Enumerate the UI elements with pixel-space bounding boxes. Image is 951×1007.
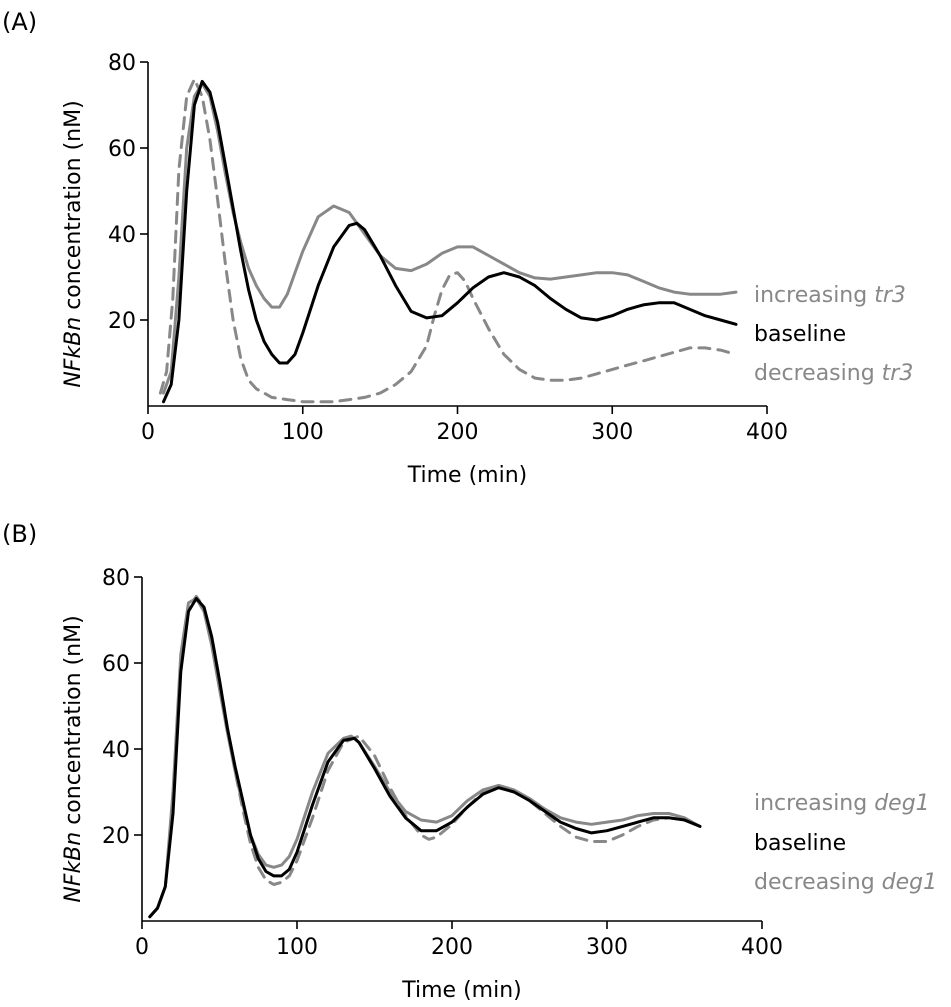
y-tick-label: 20 — [102, 824, 130, 849]
x-tick-label: 300 — [586, 935, 628, 960]
x-tick-label: 0 — [135, 935, 149, 960]
y-tick-label: 80 — [102, 566, 130, 591]
y-tick-label: 60 — [102, 652, 130, 677]
y-tick-label: 60 — [108, 137, 136, 162]
x-axis-title: Time (min) — [407, 463, 528, 488]
chart-panel-1: (B) 0 100 200 300 400 20 40 60 80 Time (min) NFkBn … — [2, 520, 937, 1003]
x-tick-label: 300 — [591, 420, 633, 445]
x-tick-label: 200 — [437, 420, 479, 445]
x-tick-label: 200 — [431, 935, 473, 960]
chart-panel-0: (A) 0 100 200 300 400 20 40 60 80 Time (min) NFkBn … — [2, 8, 913, 488]
y-axis-title: NFkBn concentration (nM) — [61, 100, 86, 387]
x-tick-label: 100 — [276, 935, 318, 960]
y-axis-title: NFkBn concentration (nM) — [61, 615, 86, 902]
series-line-2 — [158, 77, 738, 404]
legend-entry-2: decreasing tr3 — [754, 361, 913, 386]
x-tick-label: 100 — [282, 420, 324, 445]
y-tick-label: 20 — [108, 309, 136, 334]
panel-label: (B) — [2, 520, 37, 548]
y-tick-label: 80 — [108, 51, 136, 76]
x-tick-label: 400 — [741, 935, 783, 960]
series-line-1 — [162, 79, 738, 404]
panel-label: (A) — [2, 8, 37, 36]
legend-entry-2: decreasing deg1 — [754, 870, 937, 895]
legend-entry-0: increasing deg1 — [754, 791, 930, 816]
legend-entry-0: increasing tr3 — [754, 283, 906, 308]
series-line-1 — [148, 597, 702, 919]
legend-entry-1: baseline — [754, 831, 846, 856]
series-line-0 — [162, 82, 738, 395]
y-tick-label: 40 — [108, 223, 136, 248]
x-tick-label: 0 — [141, 420, 155, 445]
series-line-0 — [148, 597, 702, 919]
x-tick-label: 400 — [746, 420, 788, 445]
x-axis-title: Time (min) — [401, 978, 522, 1003]
y-tick-label: 40 — [102, 738, 130, 763]
legend-entry-1: baseline — [754, 322, 846, 347]
